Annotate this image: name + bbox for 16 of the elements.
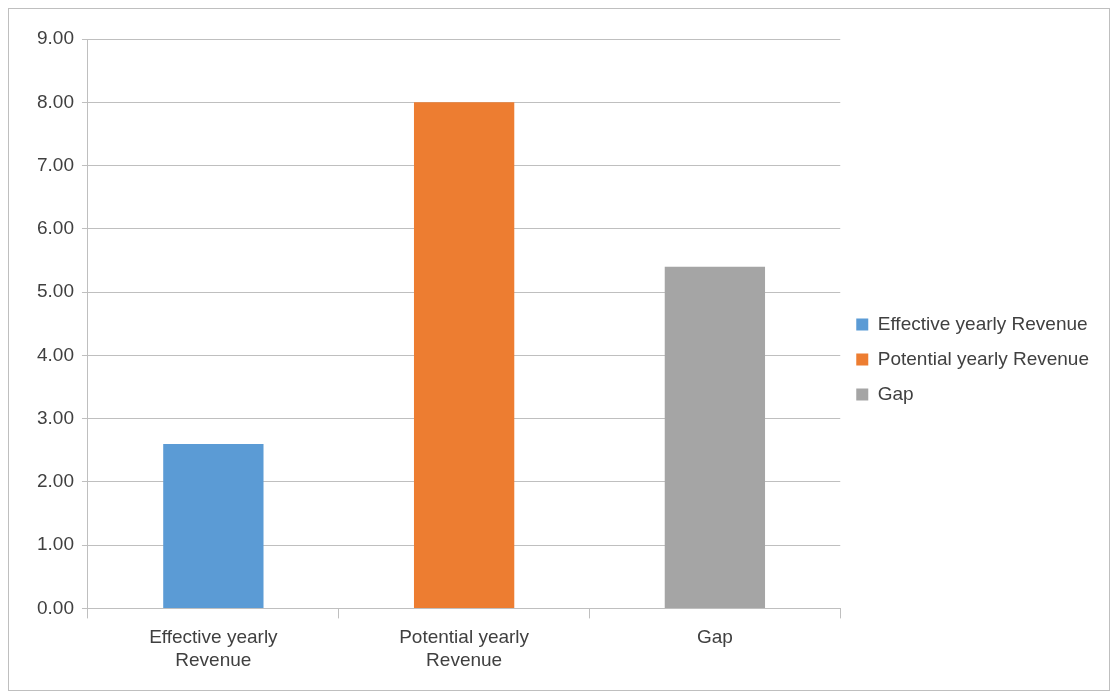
y-tick-label: 9.00 bbox=[37, 27, 74, 49]
x-tick-label: Effective yearly Revenue bbox=[149, 626, 279, 670]
y-tick-label: 1.00 bbox=[37, 533, 74, 555]
y-tick-label: 3.00 bbox=[37, 406, 74, 428]
x-tick-label: Potential yearly Revenue bbox=[399, 626, 530, 670]
y-tick-label: 0.00 bbox=[37, 596, 74, 618]
y-tick-label: 6.00 bbox=[37, 217, 74, 239]
x-tick-label: Gap bbox=[696, 626, 733, 648]
legend-label: Potential yearly Revenue bbox=[877, 347, 1090, 369]
y-tick-label: 8.00 bbox=[37, 90, 74, 112]
legend-label: Gap bbox=[877, 382, 914, 404]
y-tick-label: 2.00 bbox=[37, 470, 74, 492]
y-tick-label: 5.00 bbox=[37, 280, 74, 302]
y-tick-label: 7.00 bbox=[37, 153, 74, 175]
legend-label: Effective yearly Revenue bbox=[877, 312, 1088, 334]
y-tick-label: 4.00 bbox=[37, 343, 74, 365]
